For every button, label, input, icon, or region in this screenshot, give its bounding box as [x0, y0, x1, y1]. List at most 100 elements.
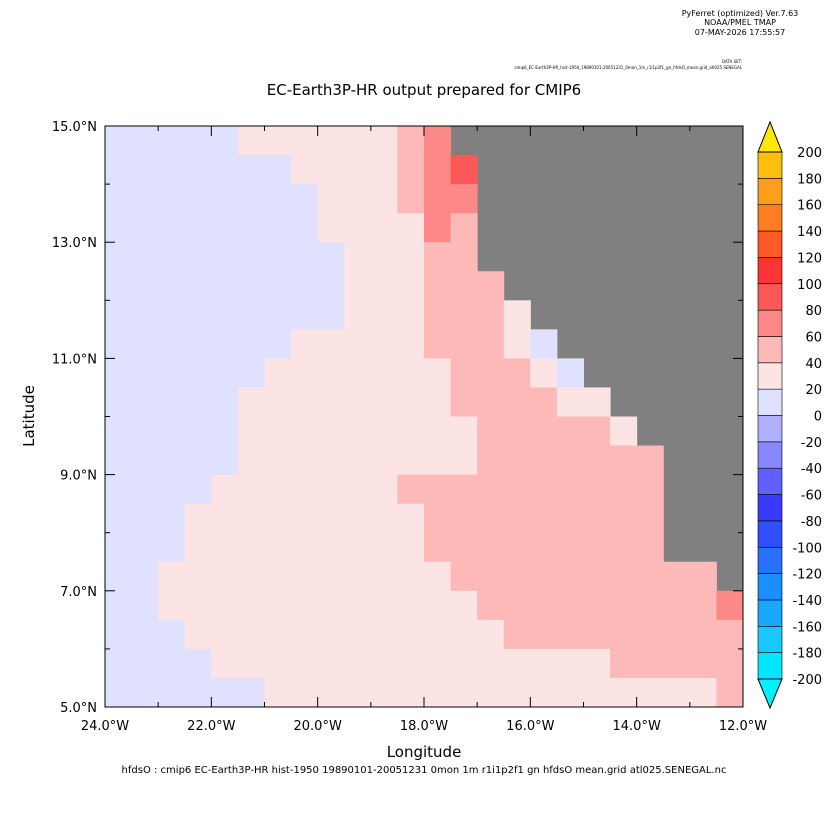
cell	[317, 503, 345, 534]
cell	[237, 155, 265, 185]
cell	[158, 590, 186, 621]
cell	[105, 619, 133, 650]
cell	[424, 648, 452, 679]
cell	[131, 445, 159, 476]
cell	[237, 271, 265, 301]
cell	[131, 590, 159, 621]
cell	[105, 184, 133, 214]
cell	[397, 532, 425, 563]
cell	[105, 300, 133, 330]
cell	[583, 677, 611, 708]
cell	[663, 648, 691, 679]
cell	[397, 155, 425, 185]
cell	[237, 590, 265, 621]
cell	[424, 155, 452, 185]
colorbar-label: -160	[792, 620, 822, 635]
cell	[716, 648, 744, 679]
cell	[158, 474, 186, 505]
cell	[131, 155, 159, 185]
cell	[237, 300, 265, 330]
cell	[344, 329, 372, 359]
cell	[264, 590, 292, 621]
cell	[237, 358, 265, 388]
cell	[583, 445, 611, 476]
cell	[450, 561, 478, 592]
cell	[105, 387, 133, 417]
cell	[477, 532, 505, 563]
cell	[105, 416, 133, 447]
cell	[291, 387, 319, 417]
colorbar-label: 180	[797, 172, 822, 187]
cell	[317, 184, 345, 214]
cell	[211, 445, 239, 476]
cell	[503, 416, 531, 447]
cell	[105, 329, 133, 359]
cell	[397, 677, 425, 708]
cell	[317, 619, 345, 650]
cell	[370, 561, 398, 592]
cell	[344, 213, 372, 243]
cell	[291, 619, 319, 650]
cell	[237, 126, 265, 156]
cell	[264, 329, 292, 359]
cell	[291, 561, 319, 592]
colorbar-label: -60	[801, 489, 822, 504]
cell	[370, 329, 398, 359]
colorbar-label: 60	[805, 330, 822, 345]
cell	[237, 648, 265, 679]
colorbar-label: -80	[801, 515, 822, 530]
cell	[105, 271, 133, 301]
cell	[450, 532, 478, 563]
y-tick-label: 11.0°N	[52, 352, 97, 367]
cell	[477, 416, 505, 447]
cell	[158, 329, 186, 359]
cell	[583, 619, 611, 650]
cell	[264, 474, 292, 505]
cell	[530, 474, 558, 505]
cell	[610, 561, 638, 592]
x-tick-label: 18.0°W	[400, 719, 448, 734]
cell	[636, 590, 664, 621]
cell	[397, 416, 425, 447]
cell	[583, 474, 611, 505]
cell	[264, 213, 292, 243]
colorbar-bin	[757, 599, 783, 627]
cell	[424, 561, 452, 592]
cell	[370, 619, 398, 650]
cell	[291, 155, 319, 185]
cell	[158, 416, 186, 447]
colorbar-label: -200	[792, 673, 822, 688]
colorbar-label: 120	[797, 251, 822, 266]
cell	[264, 184, 292, 214]
cell	[105, 213, 133, 243]
x-tick-label: 12.0°W	[719, 719, 767, 734]
cell	[211, 358, 239, 388]
cell	[636, 503, 664, 534]
cell	[530, 561, 558, 592]
cell	[450, 648, 478, 679]
cell	[530, 358, 558, 388]
cell	[158, 532, 186, 563]
cell	[610, 445, 638, 476]
cell	[370, 648, 398, 679]
cell	[237, 213, 265, 243]
cell	[184, 619, 212, 650]
cell	[716, 677, 744, 708]
cell	[556, 416, 584, 447]
cell	[317, 242, 345, 272]
cell	[317, 561, 345, 592]
colorbar-bin	[757, 494, 783, 522]
cell	[370, 242, 398, 272]
cell	[237, 416, 265, 447]
cell	[131, 474, 159, 505]
cell	[424, 271, 452, 301]
cell	[184, 590, 212, 621]
colorbar-bin	[757, 151, 783, 179]
cell	[397, 503, 425, 534]
cell	[370, 416, 398, 447]
cell	[689, 677, 717, 708]
cell	[237, 561, 265, 592]
cell	[131, 677, 159, 708]
cell	[317, 648, 345, 679]
